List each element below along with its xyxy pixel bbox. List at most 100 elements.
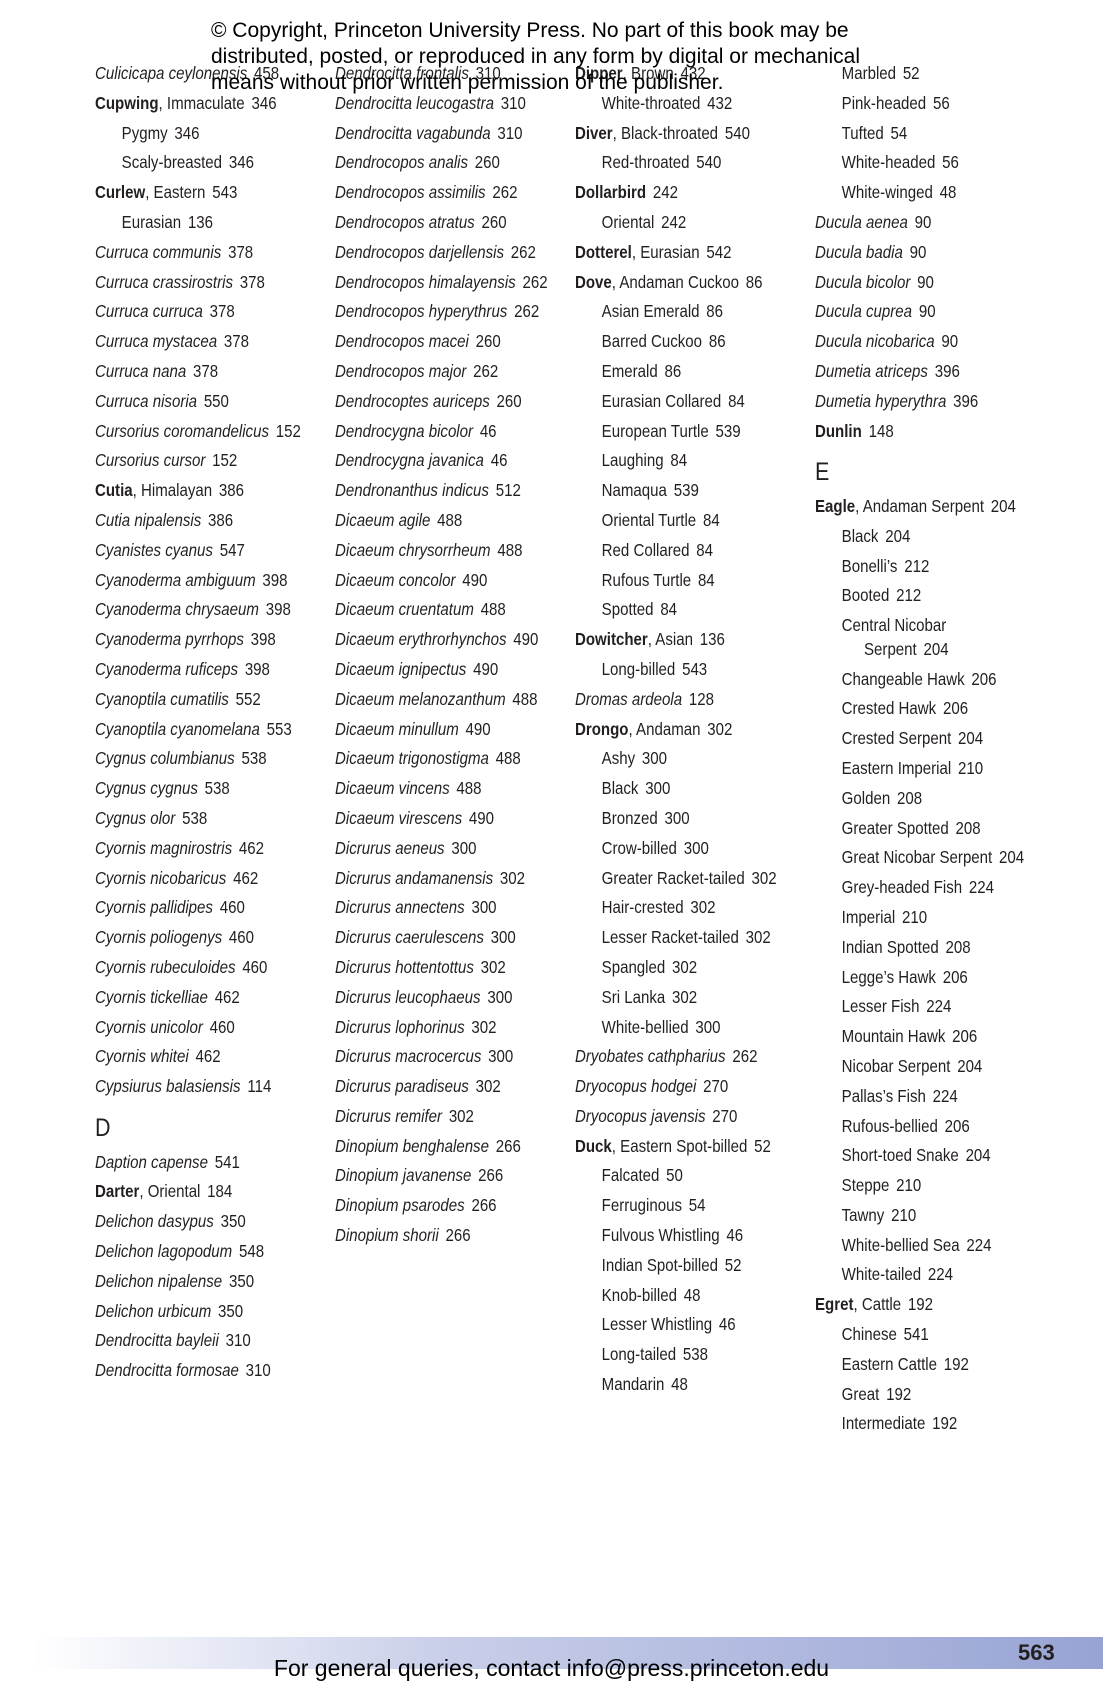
species-name: Dicrurus andamanensis: [335, 867, 494, 888]
species-name: Cyanoderma ruficeps: [95, 658, 239, 679]
page-ref: 52: [902, 63, 920, 83]
page-ref: 262: [514, 301, 540, 322]
page-ref: 208: [945, 936, 971, 957]
index-entry: Steppe 210: [815, 1174, 1030, 1198]
species-name: Cyornis tickelliae: [95, 986, 208, 1007]
subentry: Steppe: [841, 1175, 890, 1196]
index-entry: Cyanoptila cyanomelana 553: [95, 718, 310, 742]
species-name: Cyanoptila cumatilis: [95, 688, 229, 709]
index-entry: Dicrurus andamanensis 302: [335, 867, 550, 891]
page-ref: 310: [245, 1360, 271, 1381]
page-ref: 488: [495, 748, 521, 769]
index-entry: Cyornis rubeculoides 460: [95, 956, 310, 980]
page-ref: 488: [456, 778, 482, 799]
notice-line: distributed, posted, or reproduced in an…: [211, 45, 861, 68]
page-ref: 84: [660, 599, 678, 620]
page-ref: 128: [688, 688, 714, 709]
index-entry: Cyornis tickelliae 462: [95, 986, 310, 1010]
index-entry: Great 192: [815, 1383, 1030, 1407]
index-entry: Curruca mystacea 378: [95, 330, 310, 354]
page-ref: 310: [225, 1330, 251, 1351]
page-ref: 539: [673, 480, 699, 501]
index-entry: Cyanoderma chrysaeum 398: [95, 598, 310, 622]
subentry: Pink-headed: [841, 92, 927, 113]
index-entry: Daption capense 541: [95, 1151, 310, 1175]
index-entry: Dicaeum virescens 490: [335, 807, 550, 831]
headword: Curlew: [95, 182, 146, 203]
index-entry: Dipper, Brown 432: [575, 62, 790, 86]
index-column: Dipper, Brown 432 White-throated 432 Diver, …: [575, 62, 790, 1403]
index-entry: Rufous Turtle 84: [575, 569, 790, 593]
subentry: White-bellied Sea: [841, 1234, 960, 1255]
species-name: Dendrocopos major: [335, 360, 467, 381]
page-ref: 550: [203, 390, 229, 411]
index-entry: Dicrurus aeneus 300: [335, 837, 550, 861]
index-entry: Dumetia hyperythra 396: [815, 390, 1030, 414]
page-ref: 208: [955, 817, 981, 838]
subentry: Sri Lanka: [601, 986, 666, 1007]
species-name: Dendrocygna javanica: [335, 450, 484, 471]
index-entry: Dicaeum cruentatum 488: [335, 598, 550, 622]
index-entry: Red Collared 84: [575, 539, 790, 563]
index-entry: Cyanoderma ruficeps 398: [95, 658, 310, 682]
index-entry: Cyornis whitei 462: [95, 1045, 310, 1069]
index-entry: Crow-billed 300: [575, 837, 790, 861]
page-ref: 90: [917, 271, 934, 292]
page-ref: 204: [923, 638, 949, 659]
subentry: Ferruginous: [601, 1195, 682, 1216]
index-entry: Legge’s Hawk 206: [815, 966, 1030, 990]
page-ref: 310: [497, 122, 523, 143]
headword: Dotterel: [575, 241, 632, 262]
index-entry: Culicicapa ceylonensis 458: [95, 62, 310, 86]
index-entry: Dendrocygna javanica 46: [335, 449, 550, 473]
species-name: Dicrurus remifer: [335, 1105, 443, 1126]
page-ref: 266: [445, 1225, 471, 1246]
page-ref: 300: [490, 927, 516, 948]
index-entry: Dumetia atriceps 396: [815, 360, 1030, 384]
page-ref: 114: [247, 1076, 272, 1097]
species-name: Curruca curruca: [95, 301, 203, 322]
subentry: White-headed: [841, 152, 936, 173]
index-entry: Black 204: [815, 525, 1030, 549]
index-entry: Dendrocopos darjellensis 262: [335, 241, 550, 265]
page-ref: 192: [943, 1353, 969, 1374]
subentry: Bonelli’s: [841, 555, 898, 576]
page-ref: 136: [187, 211, 213, 232]
qualifier: , Andaman Cuckoo: [611, 271, 739, 292]
species-name: Dendrocopos assimilis: [335, 182, 486, 203]
species-name: Dendrocoptes auriceps: [335, 390, 490, 411]
subentry: Imperial: [841, 906, 896, 927]
species-name: Cyanoderma ambiguum: [95, 569, 256, 590]
species-name: Ducula aenea: [815, 211, 908, 232]
index-entry: Cyanistes cyanus 547: [95, 539, 310, 563]
page-ref: 302: [480, 956, 506, 977]
index-entry: White-winged 48: [815, 181, 1030, 205]
page-ref: 540: [696, 152, 722, 173]
index-entry: Rufous-bellied 206: [815, 1115, 1030, 1139]
index-entry: Ferruginous 54: [575, 1194, 790, 1218]
page-ref: 84: [702, 509, 720, 530]
index-entry: Dendrocitta frontalis 310: [335, 62, 550, 86]
page-ref: 346: [228, 152, 254, 173]
qualifier: , Eastern Spot-billed: [611, 1135, 748, 1156]
page-ref: 378: [223, 331, 250, 352]
species-name: Cyornis pallidipes: [95, 897, 213, 918]
index-entry: Lesser Fish 224: [815, 995, 1030, 1019]
index-entry: Dicaeum minullum 490: [335, 718, 550, 742]
species-name: Dendronanthus indicus: [335, 480, 489, 501]
page-ref: 490: [468, 807, 495, 828]
headword: Egret: [815, 1294, 854, 1315]
index-entry: Pallas’s Fish 224: [815, 1085, 1030, 1109]
species-name: Curruca nana: [95, 360, 187, 381]
headword: Dollarbird: [575, 182, 647, 203]
footer-band: [0, 1637, 1103, 1669]
index-entry: Dicaeum agile 488: [335, 509, 550, 533]
page-ref: 260: [496, 390, 522, 411]
index-entry: Pygmy 346: [95, 122, 310, 146]
page-ref: 262: [522, 271, 548, 292]
headword: Dunlin: [815, 420, 862, 441]
species-name: Dendrocopos hyperythrus: [335, 301, 508, 322]
page-ref: 50: [666, 1165, 683, 1186]
subentry: Black: [601, 778, 639, 799]
section-letter: E: [815, 458, 830, 487]
